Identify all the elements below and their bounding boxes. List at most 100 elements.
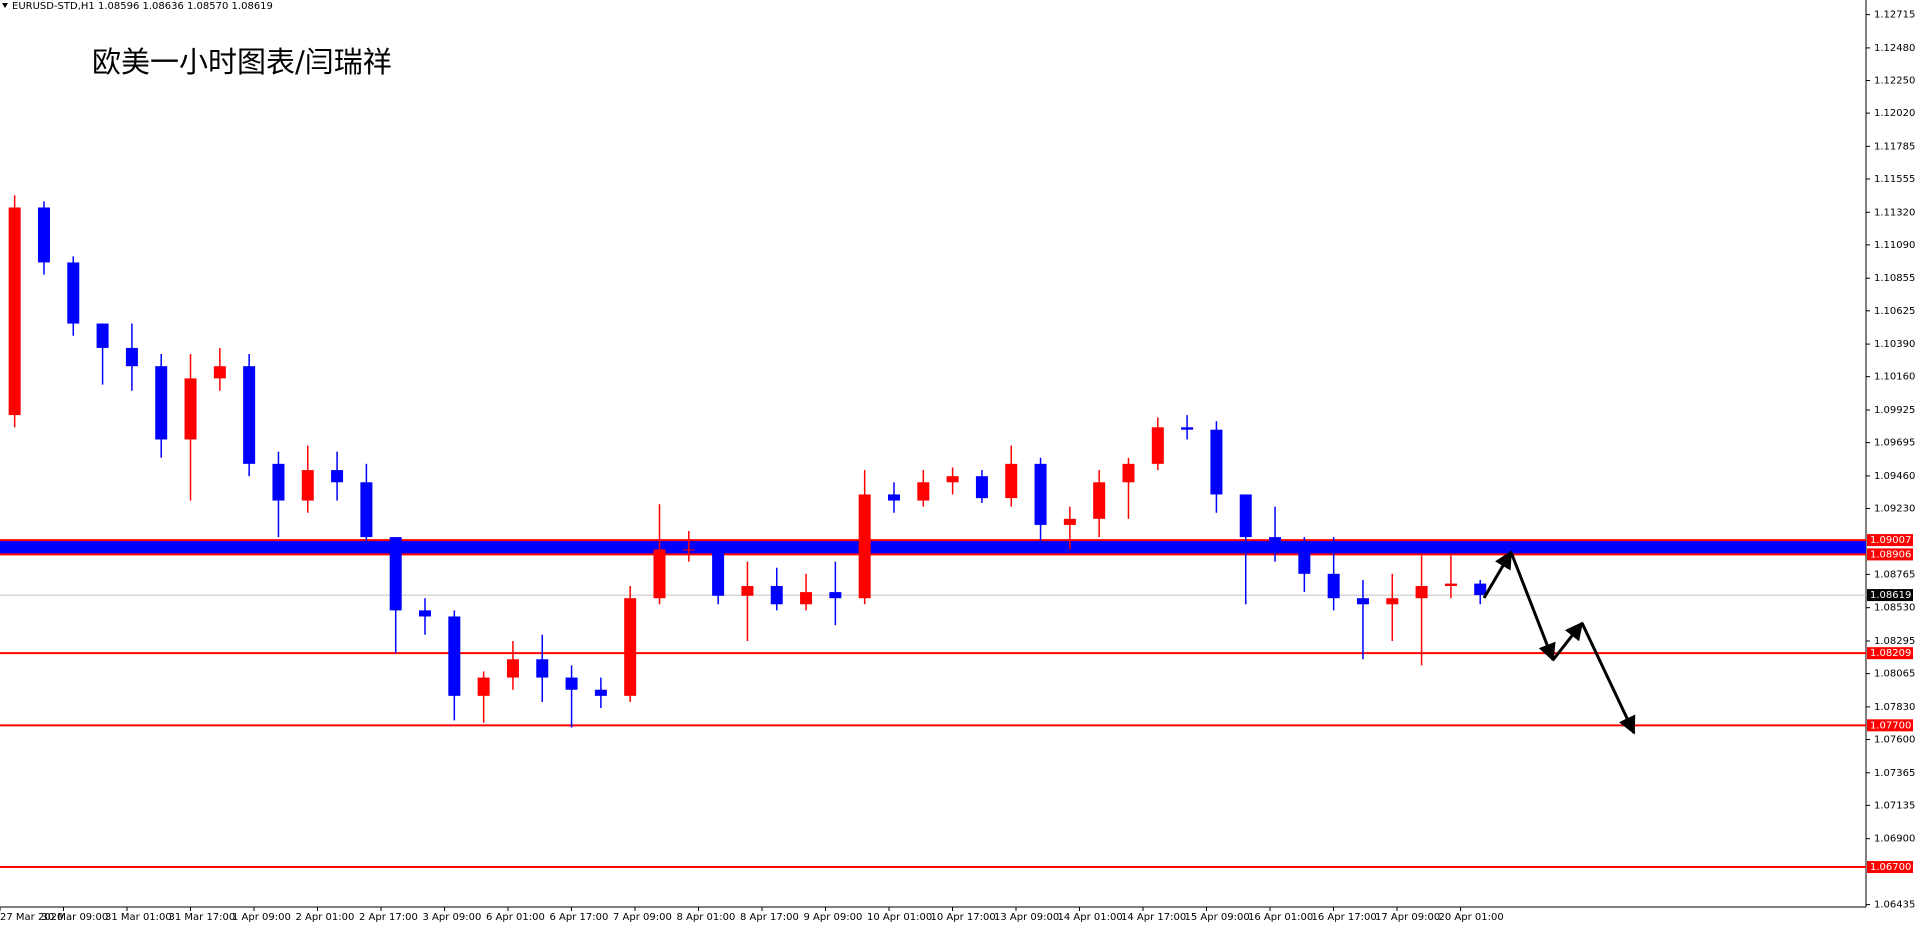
level-box xyxy=(1867,861,1913,874)
candle-body xyxy=(1327,573,1340,599)
x-tick-label: 6 Apr 01:00 xyxy=(486,912,545,923)
y-tick-label: 1.11090 xyxy=(1874,240,1915,251)
candle-body xyxy=(1093,482,1106,519)
arrow xyxy=(1509,551,1556,662)
x-tick-label: 31 Mar 01:00 xyxy=(105,912,172,923)
resistance-zone xyxy=(0,540,1866,555)
y-tick-label: 1.12715 xyxy=(1874,10,1915,21)
x-tick-label: 16 Apr 17:00 xyxy=(1312,912,1377,923)
candle-body xyxy=(331,470,344,483)
candle-body xyxy=(975,476,988,499)
x-tick-label: 27 Mar 2020 xyxy=(0,912,63,923)
candle-body xyxy=(1298,549,1311,574)
candle-body xyxy=(682,549,695,551)
zone-bottom-box xyxy=(1867,548,1913,561)
level-box xyxy=(1867,647,1913,660)
candle-body xyxy=(1356,598,1369,605)
candle-body xyxy=(477,677,490,696)
y-tick-label: 1.08295 xyxy=(1874,636,1915,647)
candle-body xyxy=(1151,427,1164,464)
y-tick-label: 1.08765 xyxy=(1874,569,1915,580)
y-tick-label: 1.10855 xyxy=(1874,273,1915,284)
x-tick-label: 15 Apr 09:00 xyxy=(1185,912,1250,923)
candle-body xyxy=(1444,583,1457,587)
level-label: 1.08209 xyxy=(1870,648,1911,659)
x-tick-label: 14 Apr 01:00 xyxy=(1058,912,1123,923)
x-tick-label: 2 Apr 01:00 xyxy=(296,912,355,923)
candle-body xyxy=(741,586,754,596)
candle-body xyxy=(829,592,842,599)
candle-body xyxy=(1063,518,1076,525)
x-tick-label: 30 Mar 09:00 xyxy=(42,912,109,923)
x-tick-label: 13 Apr 09:00 xyxy=(994,912,1059,923)
y-tick-label: 1.11555 xyxy=(1874,174,1915,185)
y-tick-label: 1.09695 xyxy=(1874,438,1915,449)
y-tick-label: 1.06900 xyxy=(1874,834,1915,845)
x-tick-label: 8 Apr 01:00 xyxy=(677,912,736,923)
candle-body xyxy=(770,586,783,605)
candle-body xyxy=(1181,427,1194,430)
x-tick-label: 8 Apr 17:00 xyxy=(740,912,799,923)
candle-body xyxy=(360,482,373,538)
candle-body xyxy=(243,366,256,464)
candle-body xyxy=(536,659,549,678)
candle-body xyxy=(653,549,666,599)
candle-body xyxy=(155,366,168,440)
candle-body xyxy=(712,549,725,596)
candle-body xyxy=(301,470,314,501)
candle-body xyxy=(1415,586,1428,599)
candle-body xyxy=(419,610,432,617)
x-tick-label: 10 Apr 01:00 xyxy=(867,912,932,923)
level-label: 1.07700 xyxy=(1870,720,1911,731)
candle-body xyxy=(800,592,813,605)
candle-body xyxy=(67,262,80,324)
x-tick-label: 1 Apr 09:00 xyxy=(232,912,291,923)
y-tick-label: 1.07600 xyxy=(1874,734,1915,745)
candle-body xyxy=(917,482,930,501)
x-tick-label: 31 Mar 17:00 xyxy=(169,912,236,923)
candle-body xyxy=(624,598,637,696)
candle-body xyxy=(858,494,871,599)
candle-body xyxy=(37,207,50,263)
y-tick-label: 1.09230 xyxy=(1874,503,1915,514)
y-tick-label: 1.12020 xyxy=(1874,108,1915,119)
candle-body xyxy=(1210,429,1223,495)
y-tick-label: 1.08530 xyxy=(1874,603,1915,614)
candle-body xyxy=(213,366,226,379)
level-box xyxy=(1867,719,1913,732)
arrow xyxy=(1551,621,1584,661)
y-tick-label: 1.09460 xyxy=(1874,471,1915,482)
y-tick-label: 1.08065 xyxy=(1874,669,1915,680)
candle-body xyxy=(1034,463,1047,525)
candle-body xyxy=(506,659,519,678)
chart-title: 欧美一小时图表/闫瑞祥 xyxy=(92,45,392,79)
zone-top-label: 1.09007 xyxy=(1870,535,1911,546)
candle-body xyxy=(96,323,109,348)
y-tick-label: 1.06435 xyxy=(1874,900,1915,911)
y-tick-label: 1.07830 xyxy=(1874,702,1915,713)
y-tick-label: 1.07135 xyxy=(1874,800,1915,811)
zone-top-box xyxy=(1867,534,1913,547)
candle-body xyxy=(1122,463,1135,483)
candle-body xyxy=(1005,463,1018,499)
last-price-label: 1.08619 xyxy=(1870,590,1911,601)
y-tick-label: 1.10390 xyxy=(1874,339,1915,350)
symbol-header: EURUSD-STD,H1 1.08596 1.08636 1.08570 1.… xyxy=(12,1,273,12)
header-arrow xyxy=(2,3,8,8)
y-tick-label: 1.11785 xyxy=(1874,141,1915,152)
x-tick-label: 20 Apr 01:00 xyxy=(1439,912,1504,923)
candle-body xyxy=(565,677,578,690)
y-tick-label: 1.10160 xyxy=(1874,372,1915,383)
y-tick-label: 1.09925 xyxy=(1874,405,1915,416)
candle-body xyxy=(184,378,197,440)
arrow xyxy=(1482,550,1513,599)
y-tick-label: 1.12250 xyxy=(1874,75,1915,86)
candle-body xyxy=(448,616,461,696)
last-price-box xyxy=(1867,589,1913,602)
candle-body xyxy=(946,476,959,483)
candle-body xyxy=(389,537,402,611)
y-tick-label: 1.11320 xyxy=(1874,207,1915,218)
x-tick-label: 10 Apr 17:00 xyxy=(931,912,996,923)
level-label: 1.06700 xyxy=(1870,862,1911,873)
